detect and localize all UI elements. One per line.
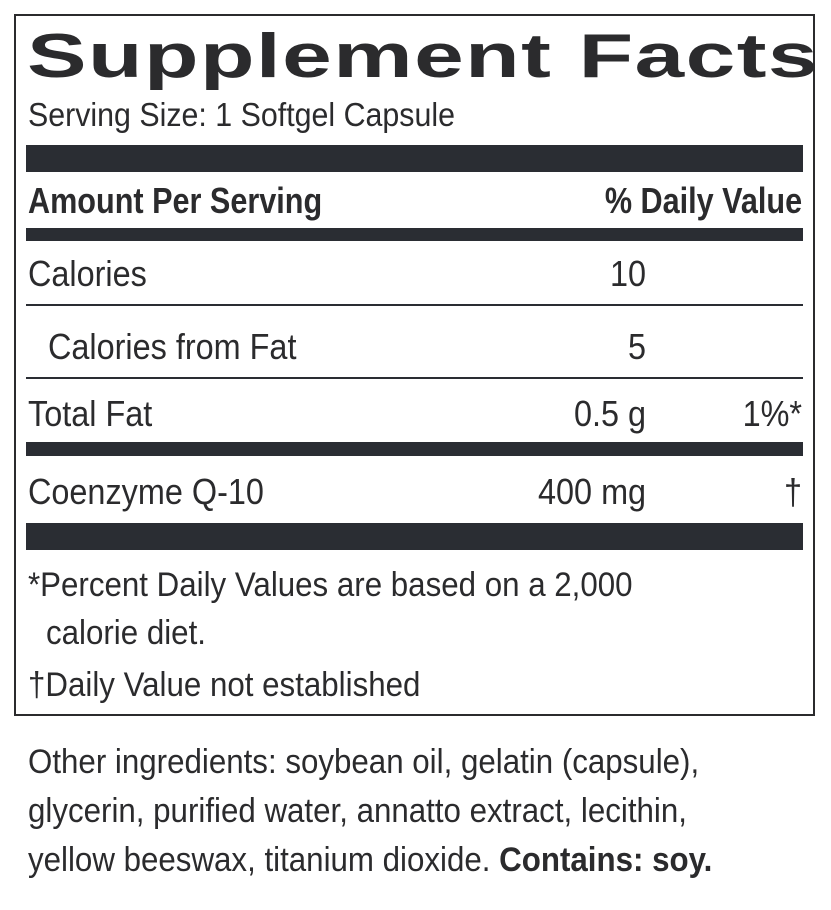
footnote-percent-daily-cont: calorie diet. bbox=[46, 614, 206, 652]
nutrient-amount: 10 bbox=[609, 253, 646, 294]
nutrient-amount: 5 bbox=[627, 326, 646, 367]
other-ingredients-line: Other ingredients: soybean oil, gelatin … bbox=[28, 743, 700, 781]
nutrient-name: Total Fat bbox=[28, 393, 153, 434]
panel-title: Supplement Facts bbox=[27, 22, 820, 91]
nutrient-name: Coenzyme Q-10 bbox=[28, 471, 264, 512]
nutrient-name: Calories from Fat bbox=[48, 326, 297, 367]
facts-panel-border bbox=[14, 14, 815, 716]
thin-divider bbox=[26, 377, 803, 379]
medium-divider bbox=[26, 442, 803, 456]
other-ingredients-line: glycerin, purified water, annatto extrac… bbox=[28, 792, 687, 830]
nutrient-amount: 400 mg bbox=[537, 471, 646, 512]
nutrient-name: Calories bbox=[28, 253, 147, 294]
nutrient-daily-value: † bbox=[783, 471, 802, 512]
allergen-statement: Contains: soy. bbox=[499, 841, 713, 879]
amount-per-serving-header: Amount Per Serving bbox=[28, 180, 323, 221]
other-ingredients-line: yellow beeswax, titanium dioxide. Contai… bbox=[28, 843, 712, 877]
serving-size: Serving Size: 1 Softgel Capsule bbox=[28, 96, 455, 133]
nutrient-daily-value: 1%* bbox=[742, 393, 802, 434]
daily-value-header: % Daily Value bbox=[604, 180, 802, 221]
nutrient-amount: 0.5 g bbox=[573, 393, 646, 434]
footnote-percent-daily: *Percent Daily Values are based on a 2,0… bbox=[28, 566, 633, 604]
other-ingredients-text: yellow beeswax, titanium dioxide. bbox=[28, 841, 500, 879]
thin-divider bbox=[26, 304, 803, 306]
footnote-dagger: †Daily Value not established bbox=[28, 666, 421, 704]
thick-divider bbox=[26, 523, 803, 550]
thick-divider bbox=[26, 145, 803, 172]
medium-divider bbox=[26, 228, 803, 241]
